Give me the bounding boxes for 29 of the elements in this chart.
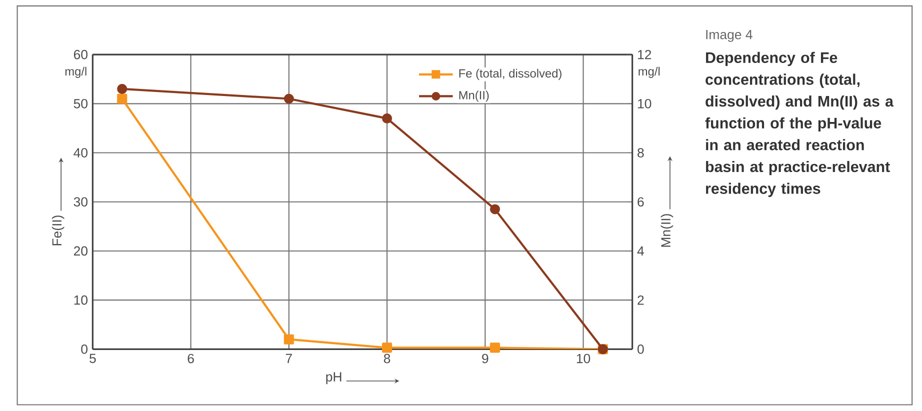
x-axis-title: pH <box>326 372 342 384</box>
y-tick-label: 0 <box>81 344 88 354</box>
x-tick-label: 9 <box>482 354 488 364</box>
y2-tick-label: 12 <box>638 50 652 60</box>
y2-tick-label: 0 <box>638 344 644 354</box>
y-tick-label: 10 <box>74 296 88 305</box>
legend-label: Mn(II) <box>459 90 489 102</box>
text: mg/l <box>638 67 660 78</box>
y2-tick-label: 10 <box>638 99 652 108</box>
y2-tick-label: 6 <box>638 197 644 207</box>
y-tick-label: 50 <box>74 99 88 108</box>
text: Dependency of Fe concentrations (total, dissolved) and Mn(II) as a function of the pH-value in an aerated reaction basin at practice-relevant residency times <box>705 52 894 198</box>
x-tick-label: 6 <box>188 354 194 364</box>
legend-label: Fe (total, dissolved) <box>459 69 562 80</box>
y2-tick-label: 2 <box>638 296 644 305</box>
y2-tick-label: 4 <box>637 246 644 256</box>
y-tick-label: 30 <box>74 197 88 207</box>
text: mg/l <box>65 67 86 78</box>
y2-tick-label: 8 <box>638 148 644 158</box>
y-tick-label: 20 <box>74 246 88 256</box>
x-tick-label: 5 <box>90 354 96 364</box>
text: Image 4 <box>706 30 752 42</box>
y-axis-title: Fe(II) <box>52 216 64 246</box>
y2-axis-title: Mn(II) <box>660 214 674 247</box>
x-tick-label: 8 <box>384 354 390 364</box>
x-tick-label: 10 <box>576 354 590 364</box>
y-tick-label: 40 <box>74 148 88 158</box>
y-tick-label: 60 <box>74 50 88 60</box>
x-tick-label: 7 <box>286 354 292 364</box>
